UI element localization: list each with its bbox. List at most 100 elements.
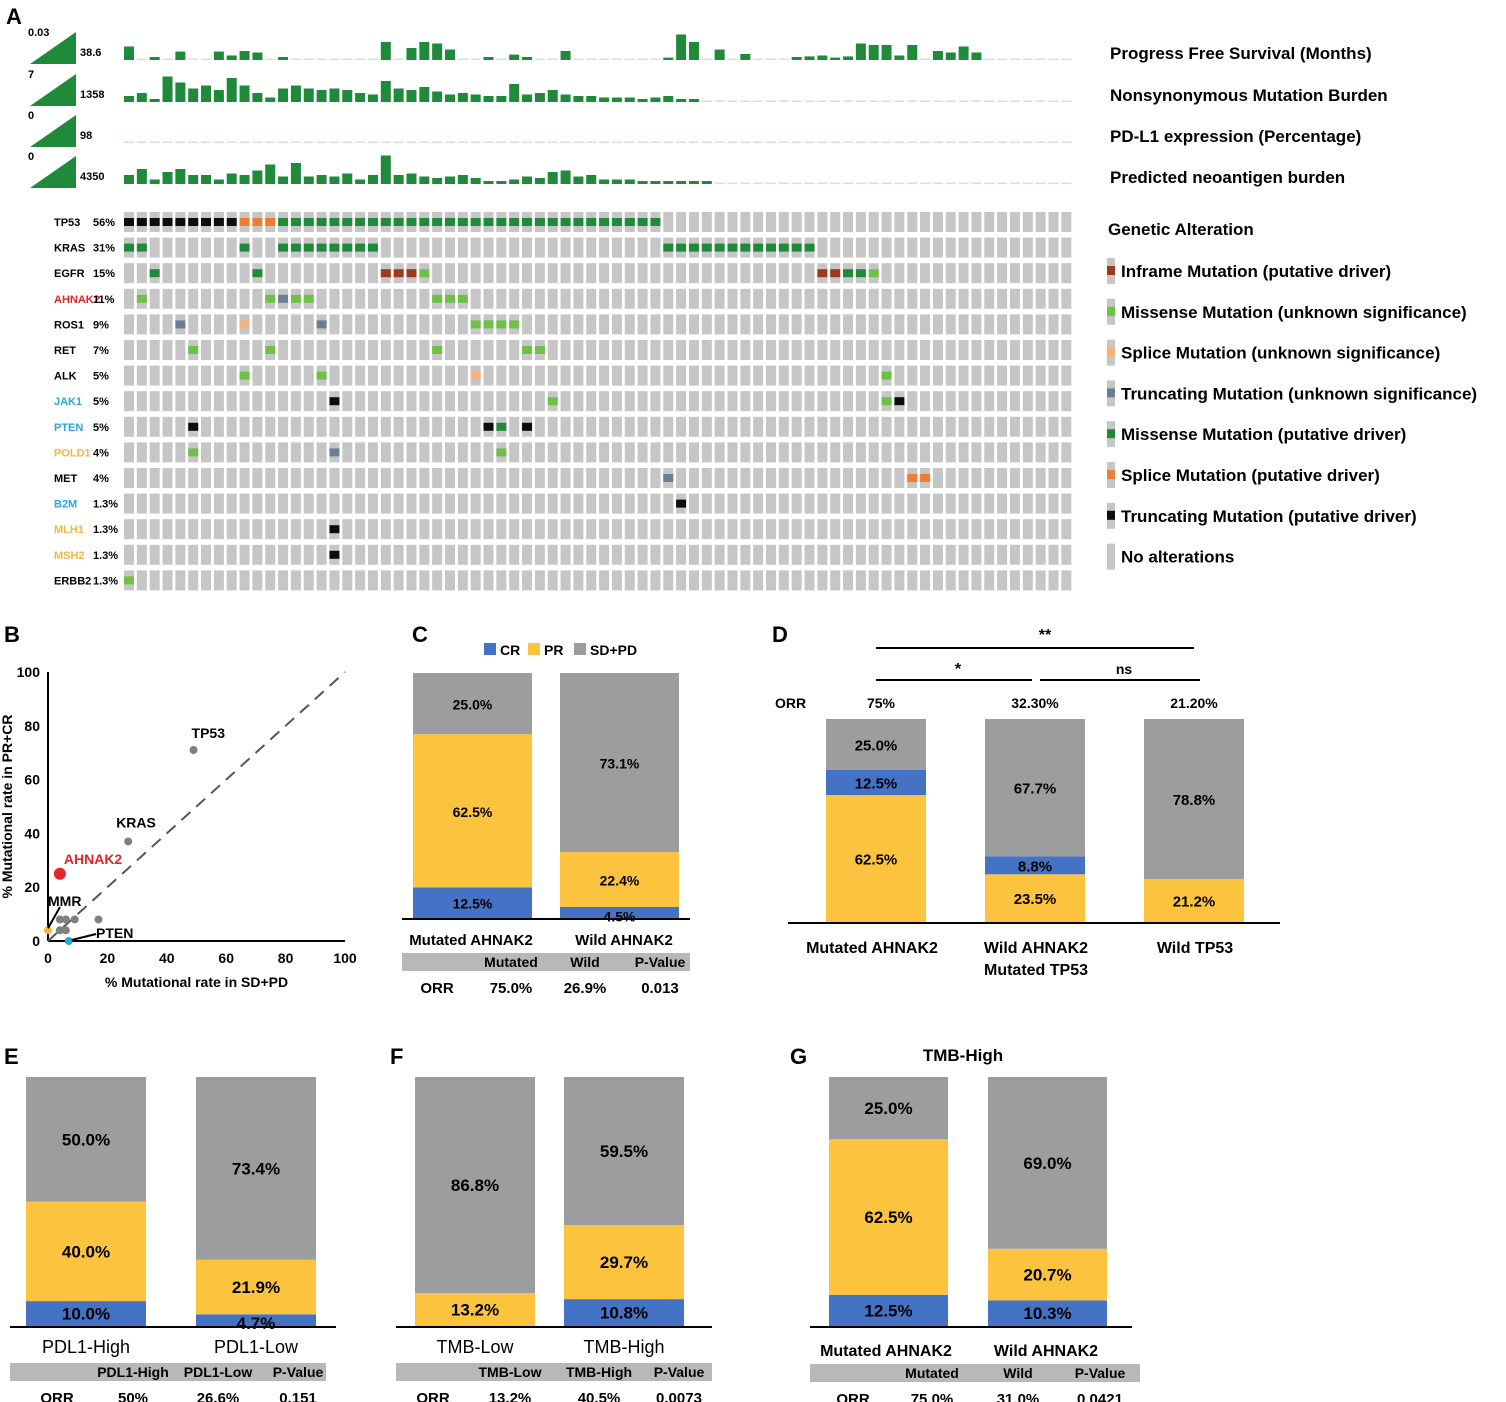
- oncoprint-cell: [380, 365, 391, 386]
- oncoprint-cell: [342, 519, 353, 540]
- oncoprint-cell: [213, 493, 224, 514]
- track-bar: [213, 51, 224, 60]
- bar-value-label: 13.2%: [451, 1301, 499, 1320]
- track-bar: [136, 169, 147, 184]
- track-bar: [213, 141, 224, 143]
- oncoprint-cell: [624, 416, 635, 437]
- track-bar: [676, 99, 687, 102]
- oncoprint-cell: [316, 391, 327, 412]
- gene-percent-label: 56%: [93, 217, 115, 229]
- oncoprint-cell: [213, 365, 224, 386]
- oncoprint-cell: [355, 416, 366, 437]
- track-bar: [843, 56, 854, 60]
- track-bar: [611, 179, 622, 184]
- track-bar: [766, 141, 776, 143]
- oncoprint-cell: [213, 442, 224, 463]
- oncoprint-cell: [355, 544, 366, 565]
- gene-percent-label: 5%: [93, 371, 109, 383]
- oncoprint-cell: [701, 468, 712, 488]
- oncoprint-cell: [830, 493, 841, 514]
- legend-label: Missense Mutation (unknown significance): [1121, 303, 1467, 322]
- oncoprint-cell: [483, 237, 494, 258]
- alteration-mark: [483, 218, 494, 226]
- oncoprint-cell: [958, 519, 969, 540]
- oncoprint-cell: [303, 468, 314, 488]
- oncoprint-cell: [239, 519, 250, 540]
- oncoprint-cell: [355, 365, 366, 386]
- oncoprint-cell: [303, 544, 314, 565]
- oncoprint-cell: [342, 288, 353, 309]
- oncoprint-cell: [265, 365, 276, 386]
- track-bar: [509, 141, 520, 143]
- oncoprint-cell: [213, 340, 224, 360]
- bar-value-label: 22.4%: [600, 873, 640, 889]
- oncoprint-cell: [393, 365, 404, 386]
- oncoprint-cell: [663, 391, 674, 412]
- oncoprint-cell: [958, 212, 969, 232]
- track-bar: [637, 99, 648, 102]
- oncoprint-cell: [201, 288, 212, 309]
- oncoprint-cell: [483, 263, 494, 284]
- oncoprint-cell: [945, 391, 956, 412]
- track-bar: [265, 141, 276, 143]
- oncoprint-cell: [663, 340, 674, 360]
- oncoprint-cell: [1048, 519, 1059, 540]
- oncoprint-cell: [958, 365, 969, 386]
- track-bar: [355, 93, 366, 102]
- track-bar: [419, 176, 430, 184]
- track-bar: [316, 58, 327, 60]
- oncoprint-cell: [329, 288, 340, 309]
- y-tick-label: 60: [24, 772, 40, 788]
- oncoprint-cell: [945, 340, 956, 360]
- oncoprint-cell: [470, 416, 481, 437]
- track-bar: [342, 141, 353, 143]
- legend-label: Missense Mutation (putative driver): [1121, 425, 1406, 444]
- alteration-mark: [534, 346, 545, 354]
- alteration-mark: [470, 218, 481, 226]
- oncoprint-cell: [329, 263, 340, 284]
- oncoprint-cell: [753, 263, 764, 284]
- oncoprint-cell: [624, 288, 635, 309]
- oncoprint-cell: [290, 544, 301, 565]
- track-max-label: 1358: [80, 89, 104, 101]
- oncoprint-cell: [509, 442, 520, 463]
- alteration-mark: [522, 346, 533, 354]
- track-bar: [907, 45, 918, 60]
- oncoprint-cell: [984, 365, 995, 386]
- oncoprint-cell: [920, 340, 931, 360]
- oncoprint-cell: [213, 468, 224, 488]
- alteration-mark: [252, 218, 263, 226]
- track-bar: [624, 97, 635, 102]
- oncoprint-cell: [650, 442, 661, 463]
- oncoprint-cell: [496, 391, 507, 412]
- bar-segment-pr: [196, 1259, 316, 1315]
- table-header-band: [10, 1363, 326, 1381]
- category-label: Wild AHNAK2: [994, 1343, 1098, 1360]
- oncoprint-cell: [920, 365, 931, 386]
- oncoprint-cell: [920, 212, 931, 232]
- oncoprint-cell: [624, 263, 635, 284]
- oncoprint-cell: [136, 365, 147, 386]
- oncoprint-cell: [136, 519, 147, 540]
- oncoprint-cell: [971, 288, 982, 309]
- oncoprint-cell: [1048, 391, 1059, 412]
- track-bar: [894, 182, 905, 184]
- oncoprint-cell: [766, 468, 776, 488]
- track-bar: [278, 57, 289, 60]
- track-bar: [560, 170, 571, 184]
- oncoprint-cell: [637, 340, 648, 360]
- oncoprint-cell: [804, 263, 815, 284]
- alteration-mark: [457, 294, 468, 303]
- alteration-mark: [624, 218, 635, 226]
- oncoprint-cell: [149, 237, 160, 258]
- oncoprint-cell: [278, 570, 289, 591]
- oncoprint-cell: [984, 570, 995, 591]
- track-bar: [945, 141, 956, 143]
- bar-value-label: 4.5%: [604, 908, 636, 924]
- oncoprint-cell: [843, 314, 854, 335]
- track-bar: [380, 42, 391, 60]
- category-label: TMB-High: [583, 1337, 664, 1357]
- oncoprint-cell: [355, 468, 366, 488]
- oncoprint-cell: [830, 340, 841, 360]
